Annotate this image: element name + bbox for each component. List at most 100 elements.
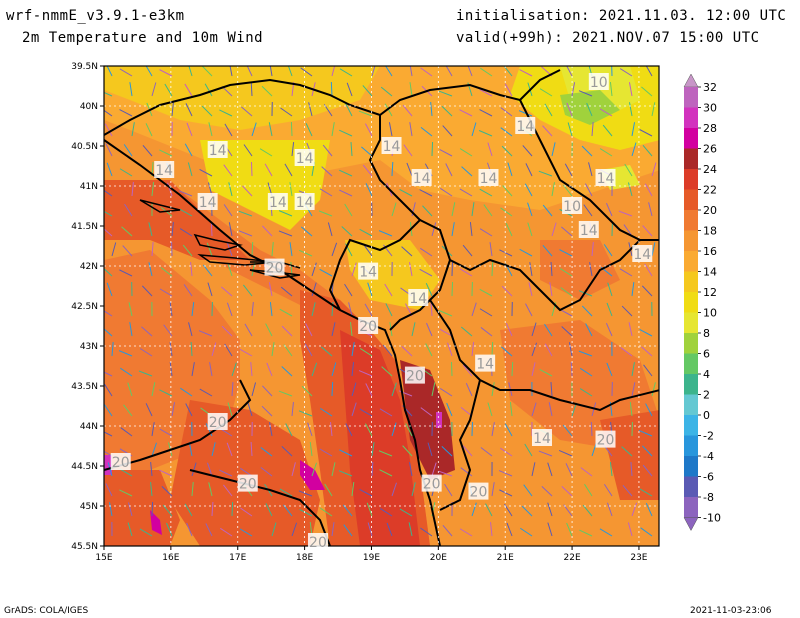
lat-tick-label: 44N (80, 422, 98, 432)
lon-tick-label: 16E (162, 553, 179, 563)
wind-barb (624, 163, 633, 177)
wind-barb (227, 402, 233, 417)
svg-text:10: 10 (563, 199, 581, 215)
wind-barb (460, 326, 473, 337)
wind-barb (519, 248, 533, 257)
wind-barb (344, 283, 353, 297)
wind-barb (240, 507, 253, 517)
colorbar-segment (684, 189, 698, 210)
wind-barb (298, 410, 313, 417)
wind-barb (362, 85, 373, 97)
wind-barb (509, 402, 513, 417)
wind-barb (563, 504, 573, 517)
contour-label: 20 (404, 366, 425, 385)
wind-barb (330, 422, 333, 437)
wind-barb (223, 204, 233, 217)
wind-barb (642, 225, 653, 237)
wind-barb (284, 163, 293, 177)
wind-barb (151, 182, 155, 197)
wind-barb (591, 242, 594, 257)
wind-barb (266, 362, 273, 377)
wind-barb (138, 370, 153, 377)
wind-barb (628, 82, 633, 97)
svg-text:20: 20 (209, 415, 227, 431)
lon-tick-label: 23E (630, 553, 647, 563)
wind-barb (279, 488, 293, 497)
wind-barb (531, 362, 536, 377)
wind-barb (246, 66, 253, 77)
wind-barb (226, 442, 233, 457)
wind-barb (129, 82, 133, 97)
wind-barb (264, 163, 273, 177)
wind-barb (307, 422, 313, 437)
wind-barb (409, 122, 413, 137)
temperature-field (104, 66, 659, 546)
wind-barb (378, 230, 393, 237)
wind-barb (105, 483, 113, 497)
wind-barb (119, 68, 133, 77)
wind-barb (129, 322, 133, 337)
wind-barb (322, 144, 333, 157)
wind-barb (186, 122, 193, 137)
wind-barb (479, 188, 493, 197)
wind-barb (403, 144, 413, 157)
colorbar-segment (684, 148, 698, 169)
wind-barb (422, 205, 433, 217)
wind-barb (151, 82, 157, 97)
wind-barb (379, 508, 393, 517)
wind-barb (385, 303, 393, 317)
wind-barb (459, 528, 473, 537)
wind-barb (106, 282, 113, 297)
wind-barb (346, 82, 353, 97)
wind-barb (471, 342, 475, 357)
wind-barb (228, 182, 233, 197)
wind-barb (223, 484, 233, 497)
wind-barb (441, 105, 453, 117)
wind-barb (145, 66, 153, 77)
wind-barb (568, 342, 573, 357)
lat-tick-label: 44.5N (71, 462, 98, 472)
wind-barb (627, 182, 633, 197)
wind-barb (631, 502, 638, 517)
wind-barb (427, 442, 433, 457)
colorbar-label: -10 (703, 512, 721, 525)
wind-barb (151, 242, 154, 257)
wind-barb (500, 107, 513, 117)
wind-barb (559, 268, 573, 277)
wind-barb (291, 462, 296, 477)
wind-barb (651, 382, 656, 397)
wind-barb (327, 222, 333, 237)
wind-barb (631, 122, 636, 137)
wind-barb (341, 226, 353, 237)
wind-barb (188, 66, 193, 77)
wind-barb (199, 388, 213, 397)
wind-barb (342, 504, 353, 517)
contour-labels: 10 14 14 14 14 14 14 14 14 14 14 14 10 14 14 20 14 14 20 14… (110, 73, 653, 551)
wind-barb (178, 190, 193, 197)
wind-barb (207, 282, 213, 297)
svg-text:20: 20 (423, 477, 441, 493)
colorbar-segment (684, 230, 698, 251)
colorbar-label: -4 (703, 450, 714, 463)
wind-barb (261, 85, 273, 97)
wind-barb (162, 504, 173, 517)
wind-barb (591, 122, 594, 137)
lat-tick-label: 45N (80, 502, 98, 512)
wind-barb (339, 169, 353, 177)
wind-barb (638, 430, 653, 437)
wind-barb (243, 144, 253, 157)
wind-barb (459, 268, 473, 277)
wind-barb (402, 445, 413, 457)
wind-barb (180, 387, 193, 397)
wind-barb (119, 168, 133, 177)
wind-barb (445, 163, 453, 177)
wind-barb (211, 501, 214, 517)
wind-barb (524, 183, 533, 197)
wind-barb (439, 387, 453, 397)
wind-barb (570, 361, 573, 377)
wind-barb (119, 489, 133, 497)
wind-barb (281, 446, 293, 457)
wind-barb (305, 323, 313, 337)
wind-barb (104, 109, 113, 117)
svg-text:20: 20 (266, 261, 284, 277)
